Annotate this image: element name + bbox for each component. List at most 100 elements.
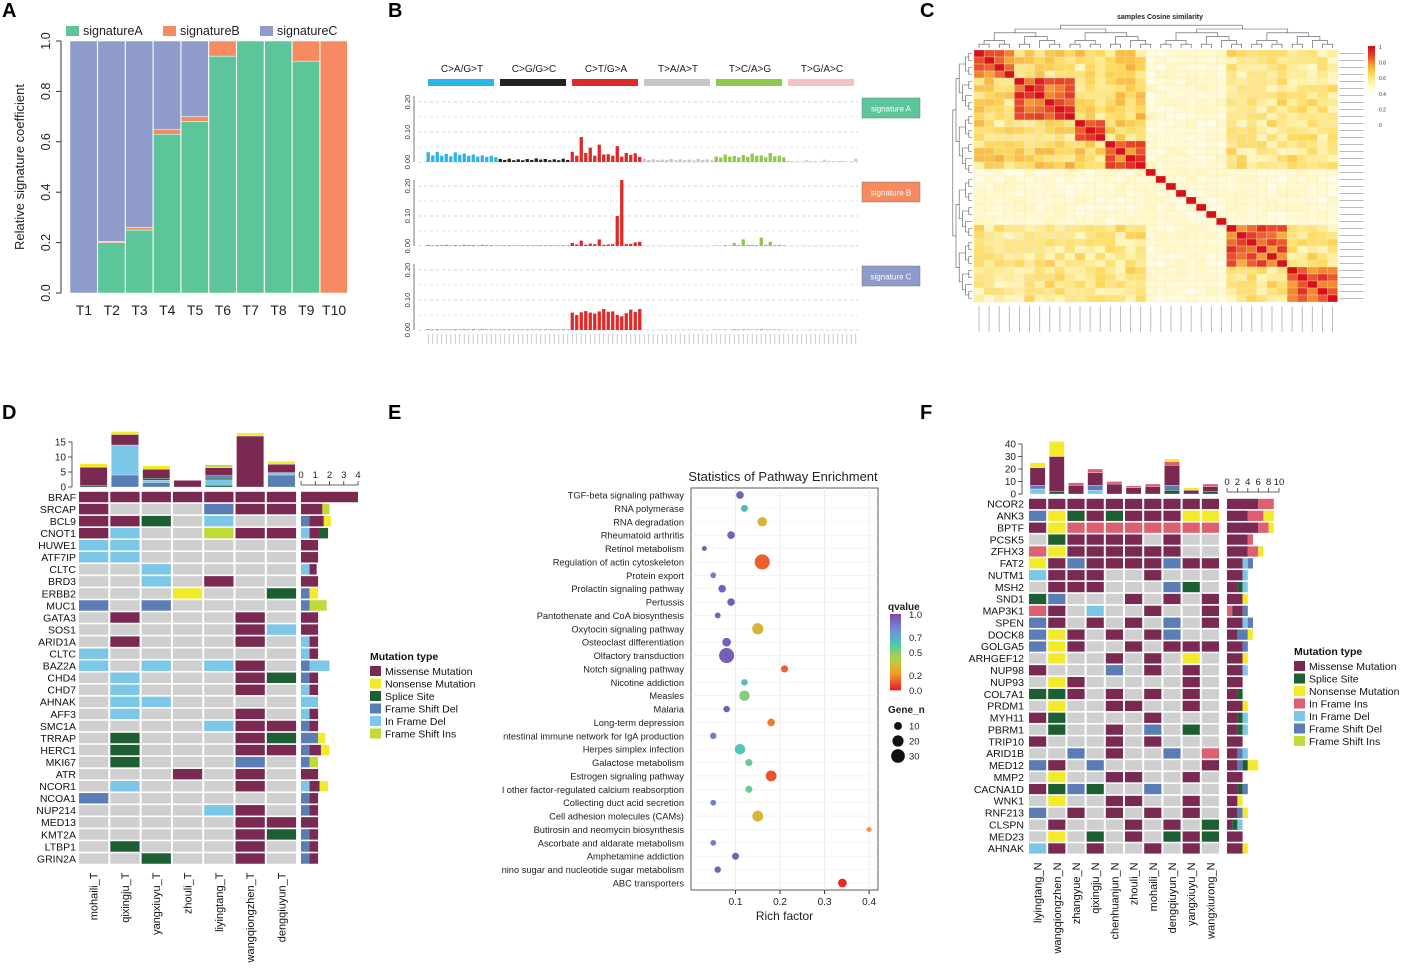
c-cell (1155, 182, 1167, 191)
c-cell (1317, 280, 1328, 289)
context-label-4: T>C/A>G (729, 64, 771, 75)
cell-MED12-chenhuanjun_N (1105, 760, 1123, 771)
c-cell (983, 287, 995, 296)
y-tick-1.0: 1.0 (39, 32, 53, 49)
cell-GRIN2A-yangxiuyu_T (141, 853, 171, 864)
c-cell (1286, 266, 1298, 275)
cell-TRIP10-wangxiurong_N (1201, 736, 1219, 747)
c-legend-tick-0.4: 0.4 (1379, 92, 1386, 98)
c-cell (1084, 70, 1096, 79)
c-cell (1034, 112, 1045, 121)
c-cell (1064, 63, 1076, 72)
cell-MKI67-yangxiuyu_T (141, 756, 171, 768)
c-cell (1044, 182, 1055, 191)
c-cell (1297, 252, 1308, 261)
c-cell (1155, 168, 1167, 177)
c-cell (1044, 84, 1055, 93)
c-cell (1115, 147, 1126, 156)
c-cell (1226, 294, 1237, 303)
c-cell (983, 245, 995, 254)
cell-MED12-qixingju_N (1086, 760, 1104, 771)
cell-GOLGA5-zhangyue_N (1067, 641, 1085, 652)
top-bar-wangqiongzhen_N-non (1049, 441, 1065, 457)
c-cell (1125, 70, 1136, 79)
c-cell (1024, 217, 1035, 226)
b-bar-2-43 (620, 316, 624, 330)
legend-label-mis: Missense Mutation (1309, 661, 1397, 673)
gene-label-AHNAK: AHNAK (40, 697, 76, 709)
c-cell (1276, 126, 1288, 135)
c-cell (1165, 147, 1177, 156)
b-bar-0-63 (710, 160, 714, 162)
cell-CLTC-yangxiuyu_T (141, 564, 171, 575)
c-cell (1216, 259, 1227, 268)
c-cell (1236, 266, 1247, 275)
right-bar-WNK1-non (1237, 795, 1243, 807)
top-tick-20: 20 (1005, 465, 1017, 476)
c-legend-tick-0.2: 0.2 (1379, 107, 1386, 113)
c-cell (1226, 196, 1237, 205)
c-cell (1004, 182, 1015, 191)
cell-ARHGEF12-zhangyue_N (1067, 653, 1085, 664)
cell-ARID1A-wangqiongzhen_T (235, 636, 265, 647)
c-cell (1004, 252, 1015, 261)
cell-AHNAK-yangxiuyu_N (1182, 843, 1200, 854)
context-bar-3 (644, 79, 710, 86)
c-cell (1317, 63, 1328, 72)
cell-AFF3-yangxiuyu_T (141, 708, 171, 720)
cell-CNOT1-liyingtang_T (204, 527, 234, 539)
right-bar-NUP214-mis (309, 805, 319, 816)
gene-label-CHD4: CHD4 (47, 673, 76, 685)
c-cell (1276, 98, 1288, 107)
gene-label-NUP214: NUP214 (36, 805, 76, 817)
c-cell (1246, 84, 1257, 93)
cell-GATA3-wangqiongzhen_T (235, 612, 265, 623)
right-bar-ARID1B-fsd (1237, 748, 1243, 759)
c-cell (1064, 119, 1076, 128)
c-cell (1256, 70, 1268, 79)
right-bar-WNK1-mis (1227, 795, 1238, 807)
cell-MAP3K1-dengqiuyun_N (1163, 605, 1181, 616)
b-bar-2-46 (633, 312, 637, 330)
c-col-dendrogram (978, 24, 1333, 48)
right-bar-NCOR1-ifd (301, 781, 310, 792)
cell-HERC1-mohaili_T (79, 744, 109, 756)
c-cell (1084, 203, 1096, 212)
c-cell (1034, 259, 1045, 268)
c-cell (1216, 231, 1227, 240)
cell-MED13-zhouli_T (172, 817, 203, 828)
b-bar-0-93 (845, 161, 849, 162)
c-cell (1286, 182, 1298, 191)
bar-T5-signatureB (180, 116, 209, 122)
cell-SRCAP-mohaili_T (79, 503, 109, 515)
c-legend-step (1368, 60, 1375, 63)
c-cell (1185, 287, 1197, 296)
right-bar-ZFHX3-mis (1227, 546, 1248, 557)
c-cell (1155, 196, 1167, 205)
right-bar-PBRM1-ifd (1242, 724, 1248, 735)
c-cell (1044, 217, 1055, 226)
b-bar-1-12 (480, 244, 484, 246)
c-cell (1105, 56, 1116, 65)
c-cell (1155, 217, 1167, 226)
c-cell (1095, 238, 1106, 247)
cell-ARID1B-zhangyue_N (1067, 748, 1085, 759)
right-bar-HERC1-fsd (301, 744, 310, 756)
b-bar-2-2 (435, 329, 439, 330)
b-bar-1-74 (759, 237, 763, 246)
top-bar-dengqiuyun_T-ifd (267, 472, 296, 476)
c-cell (1125, 168, 1136, 177)
c-cell (1317, 175, 1328, 184)
c-cell (1054, 203, 1066, 212)
top-bar-wangxiurong_N-spl (1202, 491, 1219, 495)
right-bar-CHD4-fsd (301, 672, 310, 683)
e-pathway-12: Olfactory transduction (594, 651, 684, 661)
cell-BPTF-liyingtang_N (1029, 522, 1047, 533)
c-cell (1105, 140, 1116, 149)
c-cell (1125, 182, 1136, 191)
c-cell (1286, 147, 1298, 156)
cell-CHD7-wangqiongzhen_T (235, 684, 265, 696)
top-bar-qixingju_N-fsd (1087, 485, 1103, 491)
c-cell (983, 126, 995, 135)
c-cell (1286, 154, 1298, 163)
